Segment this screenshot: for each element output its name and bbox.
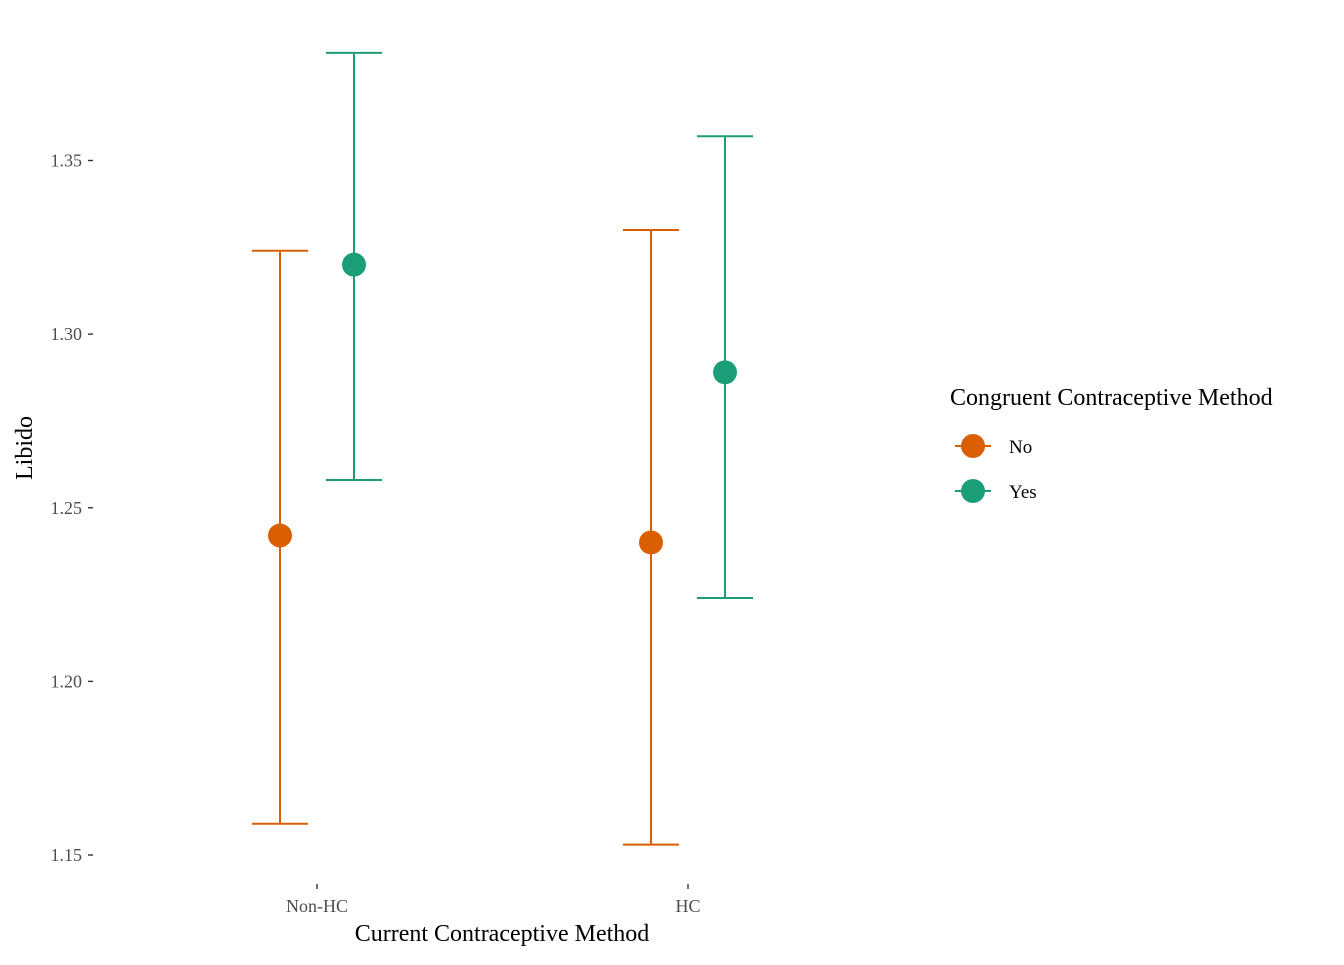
series-no [252,228,679,846]
legend-title: Congruent Contraceptive Method [950,385,1273,411]
y-tick-label: 1.15 [51,845,83,865]
legend-item-no: No [955,434,1032,458]
x-axis: Non-HC HC [286,884,701,916]
data-point [342,252,366,277]
y-tick-label: 1.25 [51,498,83,518]
y-axis-title: Libido [12,416,38,480]
legend-key-point [961,434,985,458]
x-tick-label: HC [675,896,700,916]
legend-label: Yes [1009,482,1037,503]
legend-key-point [961,479,985,503]
legend: Congruent Contraceptive Method No Yes [950,385,1273,503]
y-tick-label: 1.35 [51,151,83,171]
data-point [639,530,663,555]
legend-label: No [1009,437,1032,458]
data-point [268,523,292,548]
y-tick-label: 1.20 [51,671,83,691]
x-tick-label: Non-HC [286,896,348,916]
y-axis: 1.15 1.20 1.25 1.30 1.35 [51,151,93,865]
x-axis-title: Current Contraceptive Method [355,921,650,947]
series-yes [326,51,753,600]
plot-area [252,51,753,846]
y-tick-label: 1.30 [51,324,83,344]
data-point [713,360,737,385]
legend-item-yes: Yes [955,479,1037,503]
